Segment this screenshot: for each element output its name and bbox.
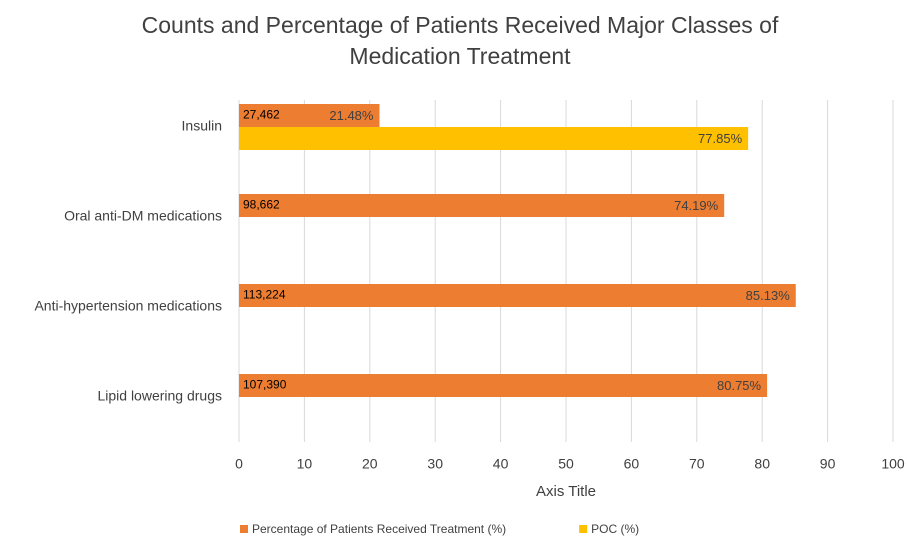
data-label: 85.13% [746,288,791,303]
bar [239,374,768,397]
data-label: 74.19% [674,198,719,213]
x-tick-label: 20 [362,456,378,472]
data-label: 77.85% [698,131,743,146]
y-tick-label: Anti-hypertension medications [34,298,222,314]
x-tick-label: 70 [689,456,705,472]
x-tick-label: 80 [754,456,770,472]
x-tick-label: 10 [297,456,313,472]
bar [239,194,725,217]
x-tick-label: 90 [820,456,836,472]
chart-title: Counts and Percentage of Patients Receiv… [141,12,779,69]
count-label: 98,662 [243,198,280,212]
x-tick-label: 40 [493,456,509,472]
x-tick-label: 30 [427,456,443,472]
bar [239,104,380,127]
legend-swatch [240,525,248,533]
count-label: 113,224 [243,288,286,302]
x-axis-title: Axis Title [536,483,596,500]
bar [239,284,796,307]
x-tick-label: 0 [235,456,243,472]
y-tick-label: Lipid lowering drugs [97,388,222,404]
data-label: 80.75% [717,378,762,393]
bar [239,127,749,150]
legend-swatch [579,525,588,533]
legend-label: POC (%) [591,522,639,536]
y-tick-label: Oral anti-DM medications [64,208,222,224]
x-tick-label: 100 [881,456,905,472]
count-label: 27,462 [243,108,280,122]
count-label: 107,390 [243,378,287,392]
x-tick-label: 50 [558,456,574,472]
y-tick-label: Insulin [182,118,222,134]
x-tick-label: 60 [624,456,640,472]
legend-label: Percentage of Patients Received Treatmen… [252,522,506,536]
data-label: 21.48% [329,108,374,123]
